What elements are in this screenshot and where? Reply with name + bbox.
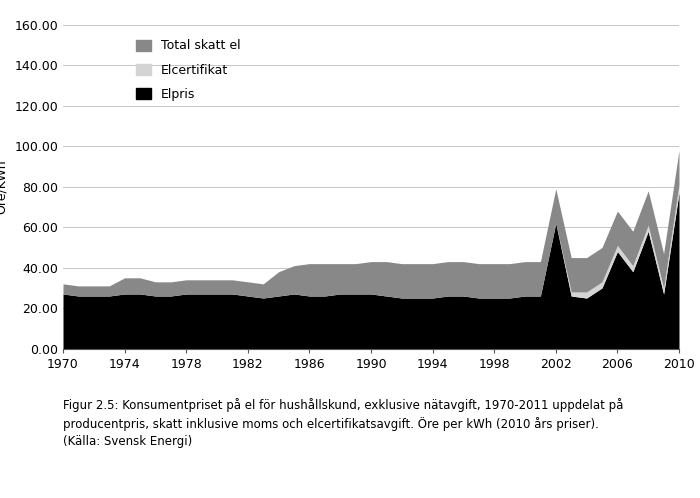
Y-axis label: Öre/KWh: Öre/KWh — [0, 159, 8, 214]
Legend: Total skatt el, Elcertifikat, Elpris: Total skatt el, Elcertifikat, Elpris — [131, 34, 246, 106]
Text: Figur 2.5: Konsumentpriset på el för hushållskund, exklusive nätavgift, 1970-201: Figur 2.5: Konsumentpriset på el för hus… — [63, 398, 624, 448]
